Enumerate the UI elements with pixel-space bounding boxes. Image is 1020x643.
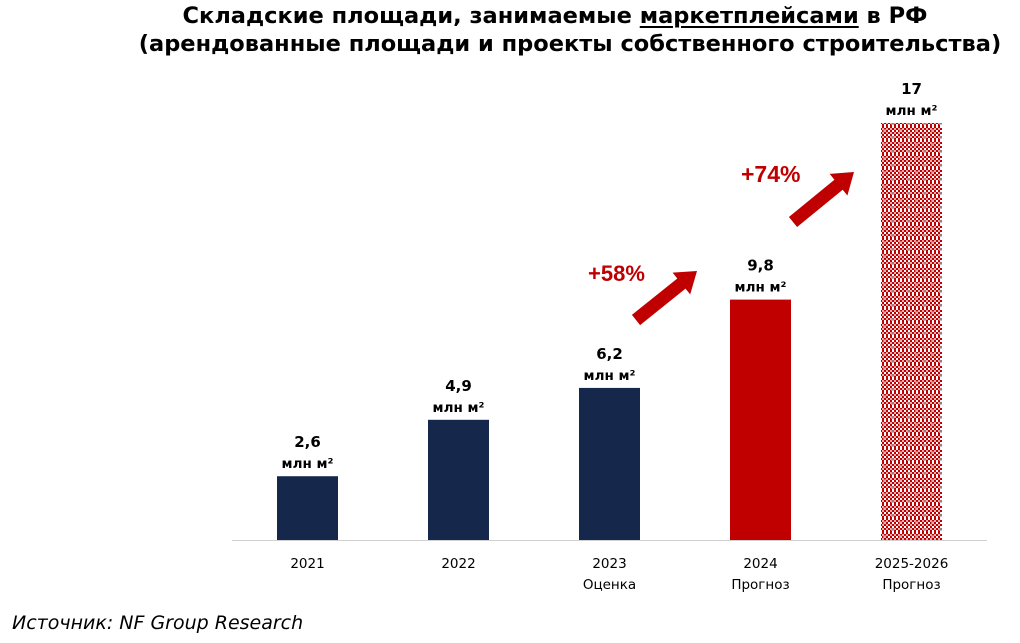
x-tick-label: 2022 [441, 556, 475, 572]
bar-value-label: 2,6 [294, 433, 321, 451]
bar-value-label: 17 [901, 80, 922, 98]
bar-unit-label: млн м² [584, 368, 636, 384]
title-text-part: в РФ [858, 3, 928, 29]
chart-title-line-1: Складские площади, занимаемые маркетплей… [0, 2, 1020, 30]
chart-title: Складские площади, занимаемые маркетплей… [0, 2, 1020, 58]
bar-unit-label: млн м² [282, 456, 334, 472]
x-tick-label: 2024 [743, 556, 777, 572]
x-tick-label: 2021 [290, 556, 324, 572]
chart-title-line-2: (арендованные площади и проекты собствен… [138, 31, 1002, 57]
bar-unit-label: млн м² [735, 280, 787, 296]
bar-2021 [277, 476, 338, 540]
title-text-part: Складские площади, занимаемые [182, 3, 640, 29]
source-note: Источник: NF Group Research [12, 612, 304, 634]
bar-2025-2026 [881, 122, 942, 541]
bar-2024 [730, 299, 791, 540]
growth-label-2023-2024: +58% [588, 261, 645, 286]
growth-label-2024-2026: +74% [741, 161, 800, 187]
bar-value-label: 6,2 [596, 345, 623, 363]
growth-arrow-2024-2026 [788, 172, 854, 227]
bar-2022 [428, 419, 489, 540]
bars-group [277, 122, 942, 541]
bar-unit-label: млн м² [433, 400, 485, 416]
x-tick-sublabel: Прогноз [882, 577, 940, 593]
title-underlined-word: маркетплейсами [639, 3, 859, 29]
x-tick-sublabel: Оценка [583, 577, 636, 593]
growth-arrows-group [631, 172, 854, 326]
x-tick-sublabel: Прогноз [731, 577, 789, 593]
labels-group: 2,6 млн м² 2021 4,9 млн м² 2022 6,2 млн м² 2023 О… [282, 80, 949, 593]
x-tick-label: 2025-2026 [875, 556, 949, 572]
x-tick-label: 2023 [592, 556, 626, 572]
bar-unit-label: млн м² [886, 103, 938, 119]
growth-arrow-2023-2024 [631, 271, 697, 326]
bar-value-label: 4,9 [445, 377, 472, 395]
bar-2023 [579, 387, 640, 540]
bar-value-label: 9,8 [747, 257, 774, 275]
